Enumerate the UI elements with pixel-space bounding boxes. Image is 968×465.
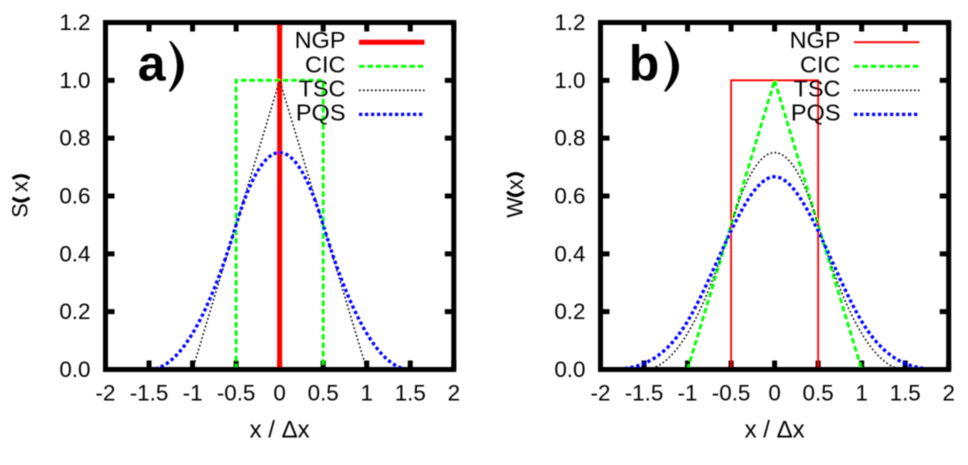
svg-text:-1.5: -1.5 — [130, 381, 169, 406]
svg-text:1.5: 1.5 — [395, 381, 426, 406]
svg-text:-0.5: -0.5 — [712, 381, 751, 406]
svg-text:-1: -1 — [678, 381, 698, 406]
svg-text:CIC: CIC — [305, 51, 346, 77]
svg-text:0.5: 0.5 — [803, 381, 834, 406]
svg-text:CIC: CIC — [800, 51, 841, 77]
svg-text:-2: -2 — [96, 381, 116, 406]
svg-text:1: 1 — [360, 381, 372, 406]
svg-text:-1.5: -1.5 — [625, 381, 664, 406]
svg-text:0.4: 0.4 — [554, 241, 585, 266]
svg-text:NGP: NGP — [295, 27, 346, 53]
svg-text:0.2: 0.2 — [554, 299, 585, 324]
svg-text:TSC: TSC — [299, 75, 346, 101]
svg-text:-0.5: -0.5 — [217, 381, 256, 406]
svg-text:x: x — [8, 181, 33, 192]
svg-text:x: x — [502, 179, 527, 190]
svg-text:0.0: 0.0 — [554, 357, 585, 382]
svg-text:TSC: TSC — [794, 75, 841, 101]
svg-text:1: 1 — [855, 381, 867, 406]
svg-text:-1: -1 — [183, 381, 203, 406]
svg-text:b: b — [629, 36, 660, 92]
svg-text:NGP: NGP — [790, 27, 841, 53]
svg-text:0.0: 0.0 — [59, 357, 90, 382]
svg-text:S: S — [8, 203, 33, 218]
svg-text:1.2: 1.2 — [554, 10, 585, 35]
svg-text:a: a — [138, 36, 167, 92]
svg-text:0.6: 0.6 — [59, 184, 90, 209]
svg-text:1.2: 1.2 — [59, 10, 90, 35]
svg-text:W: W — [502, 197, 527, 218]
svg-text:0.4: 0.4 — [59, 241, 90, 266]
svg-text:PQS: PQS — [296, 99, 346, 125]
svg-text:0: 0 — [768, 381, 780, 406]
svg-text:x / Δx: x / Δx — [745, 416, 805, 443]
svg-text:0.2: 0.2 — [59, 299, 90, 324]
svg-text:1.5: 1.5 — [890, 381, 921, 406]
svg-text:0.5: 0.5 — [308, 381, 339, 406]
svg-text:-2: -2 — [591, 381, 611, 406]
svg-text:x / Δx: x / Δx — [250, 416, 310, 443]
svg-text:2: 2 — [448, 381, 460, 406]
svg-text:0.8: 0.8 — [554, 126, 585, 151]
svg-text:0.6: 0.6 — [554, 184, 585, 209]
svg-text:0.8: 0.8 — [59, 126, 90, 151]
svg-text:1.0: 1.0 — [554, 68, 585, 93]
svg-text:PQS: PQS — [791, 99, 841, 125]
svg-text:0: 0 — [273, 381, 285, 406]
svg-text:1.0: 1.0 — [59, 68, 90, 93]
svg-text:2: 2 — [942, 381, 954, 406]
